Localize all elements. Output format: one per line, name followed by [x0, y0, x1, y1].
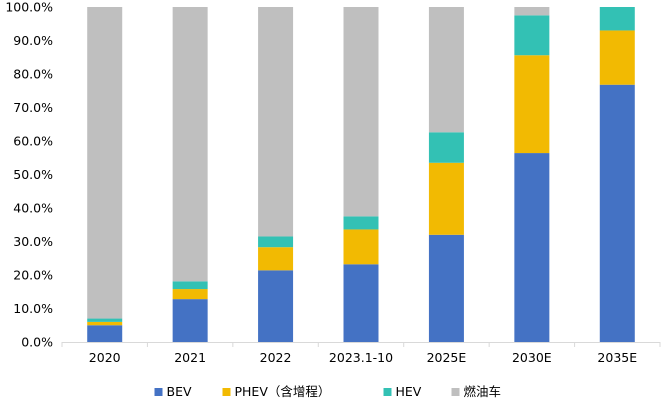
bar-segment — [514, 153, 550, 342]
y-tick-label: 100.0% — [5, 0, 53, 15]
bar-segment — [428, 7, 464, 133]
bar-segment — [87, 7, 123, 319]
bar-segment — [428, 234, 464, 342]
bar-segment — [343, 264, 379, 342]
x-tick-label: 2025E — [427, 350, 467, 365]
legend-label: HEV — [396, 384, 422, 399]
x-axis: 2020 2021 2022 2023.1-10 2025E 2030E 2035E — [61, 342, 661, 365]
y-tick-label: 10.0% — [13, 301, 53, 316]
legend: BEV PHEV（含增程） HEV 燃油车 — [154, 384, 502, 399]
bar-segment — [599, 7, 635, 31]
bar-segment — [258, 236, 294, 248]
legend-label: 燃油车 — [464, 384, 502, 399]
bar-segment — [172, 281, 208, 290]
x-tick-label: 2023.1-10 — [329, 350, 393, 365]
legend-swatch — [222, 388, 231, 396]
bar-segment — [343, 216, 379, 230]
y-tick-label: 0.0% — [21, 335, 53, 350]
x-tick-label: 2030E — [512, 350, 552, 365]
legend-swatch — [451, 388, 460, 396]
y-tick-label: 30.0% — [13, 234, 53, 249]
bar-segment — [343, 7, 379, 217]
bar-segment — [428, 132, 464, 163]
bar-segment — [514, 55, 550, 154]
bar-segment — [172, 289, 208, 300]
x-tick-label: 2022 — [260, 350, 292, 365]
y-tick-label: 20.0% — [13, 268, 53, 283]
bar-segment — [258, 7, 294, 237]
y-tick-label: 60.0% — [13, 134, 53, 149]
bar-segment — [87, 321, 123, 326]
legend-swatch — [383, 388, 392, 396]
bar-segment — [343, 229, 379, 265]
y-tick-label: 80.0% — [13, 67, 53, 82]
x-tick-label: 2021 — [174, 350, 206, 365]
bar-segment — [599, 84, 635, 342]
bar-segment — [514, 15, 550, 56]
bar-segment — [87, 325, 123, 342]
legend-swatch — [154, 388, 163, 396]
x-tick-label: 2035E — [597, 350, 637, 365]
y-axis: 0.0% 10.0% 20.0% 30.0% 40.0% 50.0% 60.0% 70.0% 8… — [5, 0, 53, 350]
y-tick-label: 90.0% — [13, 33, 53, 48]
bar-segment — [514, 7, 550, 16]
x-tick-label: 2020 — [89, 350, 121, 365]
y-tick-label: 40.0% — [13, 201, 53, 216]
bar-segment — [258, 247, 294, 271]
bars — [87, 7, 635, 342]
legend-label: BEV — [167, 384, 192, 399]
bar-segment — [172, 7, 208, 282]
y-tick-label: 50.0% — [13, 167, 53, 182]
bar-segment — [87, 318, 123, 322]
bar-segment — [258, 270, 294, 342]
bar-segment — [428, 162, 464, 235]
legend-label: PHEV（含增程） — [235, 384, 331, 399]
bar-segment — [599, 30, 635, 85]
y-tick-label: 70.0% — [13, 100, 53, 115]
bar-segment — [172, 299, 208, 342]
